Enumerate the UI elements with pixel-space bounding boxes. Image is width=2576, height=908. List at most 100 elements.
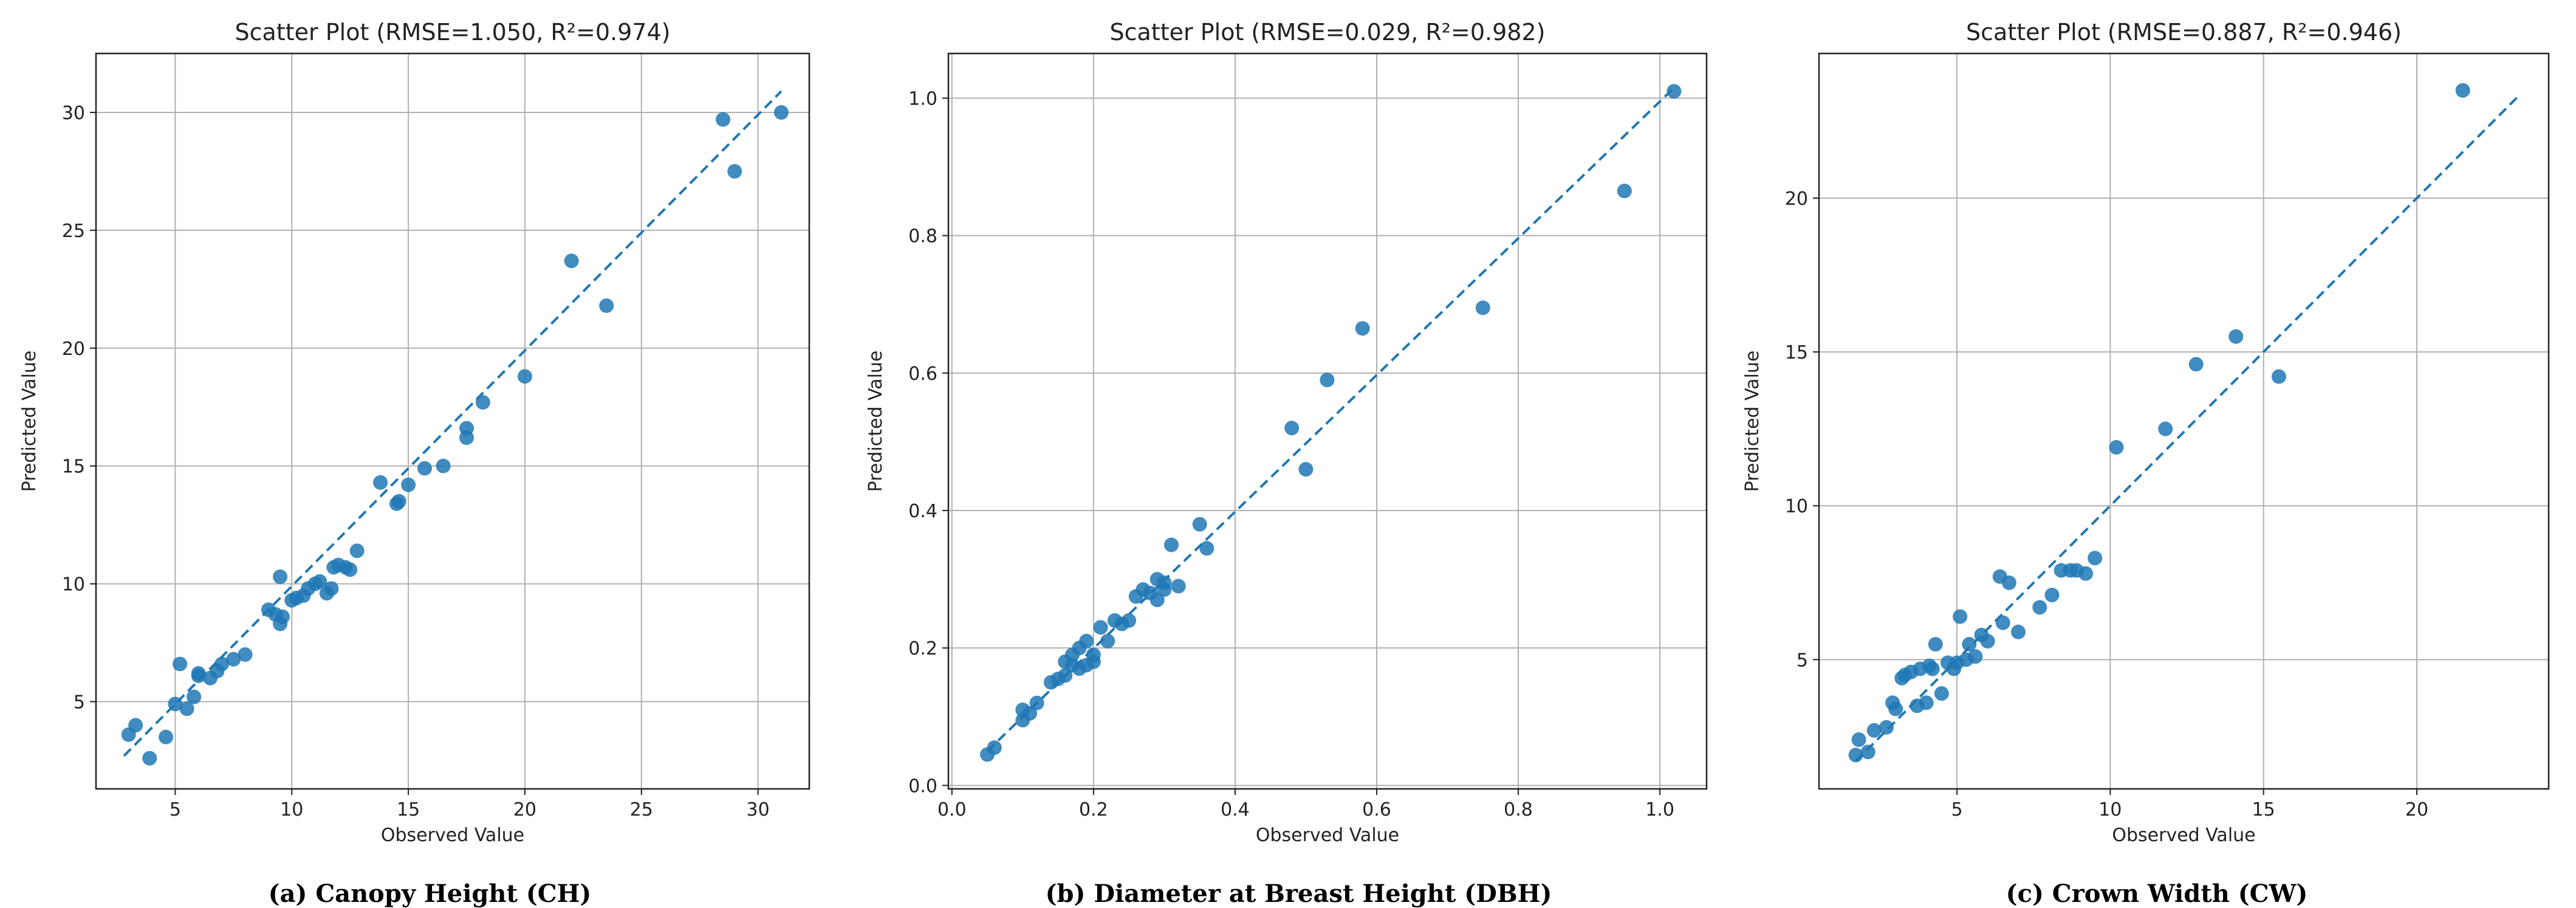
y-tick-label: 15: [1785, 342, 1808, 363]
data-point: [226, 652, 241, 667]
chart-panel-dbh: 0.0 0.2 0.4 0.6 0.8 1.0 0.0 0.2 0.4 0.6 0.8 1.0 Scat…: [860, 0, 1738, 908]
data-point: [1164, 537, 1179, 552]
data-point: [179, 701, 194, 717]
x-tick-label: 1.0: [1645, 799, 1674, 820]
data-point: [1029, 695, 1044, 710]
data-point: [436, 458, 451, 473]
data-point: [391, 494, 406, 509]
x-tick-label: 15: [2252, 799, 2275, 820]
x-tick-label: 0.0: [937, 799, 967, 820]
data-point: [1860, 745, 1875, 760]
data-point: [142, 751, 157, 766]
y-tick-label: 0.0: [908, 776, 937, 797]
data-point: [2271, 369, 2286, 384]
data-point: [2158, 421, 2173, 436]
data-point: [1122, 613, 1137, 628]
y-tick-label: 0.4: [908, 501, 937, 522]
data-point: [1667, 84, 1682, 99]
data-point: [517, 369, 532, 384]
y-tick-label: 5: [74, 692, 85, 714]
data-point: [2001, 575, 2016, 590]
data-point: [373, 475, 388, 490]
data-point: [1320, 373, 1335, 388]
plot-frame: [95, 52, 810, 790]
y-tick-label: 5: [1797, 650, 1808, 671]
data-point: [1171, 579, 1186, 594]
x-tick-label: 5: [1951, 799, 1963, 820]
data-point: [1879, 720, 1894, 735]
data-point: [238, 647, 253, 662]
y-axis-label: Predicted Value: [19, 351, 40, 492]
data-point: [2011, 624, 2026, 639]
data-point: [2088, 551, 2103, 566]
data-point: [1925, 661, 1940, 676]
chart-crown-width: 5 10 15 20 5 10 15 20 Scatter Plot (RMSE=0.887, …: [1742, 19, 2550, 846]
data-point: [1157, 575, 1172, 590]
y-tick-label: 1.0: [908, 89, 937, 110]
chart-title: Scatter Plot (RMSE=1.050, R²=0.974): [235, 19, 671, 46]
x-tick-label: 0.2: [1079, 799, 1108, 820]
y-tick-label: 0.2: [908, 638, 937, 659]
data-point: [1919, 695, 1934, 710]
data-point: [2228, 329, 2244, 344]
data-point: [1199, 541, 1214, 556]
data-point: [2044, 588, 2060, 603]
data-point: [173, 656, 188, 672]
chart-title: Scatter Plot (RMSE=0.887, R²=0.946): [1966, 19, 2402, 46]
data-point: [159, 729, 174, 745]
plot-frame: [947, 52, 1708, 790]
data-point: [716, 112, 731, 127]
data-point: [1192, 517, 1207, 532]
data-point: [349, 543, 365, 559]
data-point: [1848, 748, 1863, 763]
data-point: [1962, 637, 1977, 652]
x-tick-label: 20: [2405, 799, 2428, 820]
data-point: [343, 562, 358, 577]
y-tick-label: 25: [62, 221, 85, 242]
data-point: [1953, 609, 1968, 624]
data-point: [1086, 654, 1101, 669]
data-point: [1355, 321, 1370, 336]
data-point: [1888, 701, 1903, 717]
data-point: [168, 696, 183, 712]
data-point: [275, 609, 290, 624]
chart-panel-canopy-height: 5 10 15 20 25 30 5 10 15 20 25 30 Scatter Plot (RMSE…: [0, 0, 860, 908]
caption-canopy-height: (a) Canopy Height (CH): [268, 879, 592, 908]
x-axis-label: Observed Value: [1256, 825, 1399, 846]
data-point: [1149, 593, 1165, 608]
y-tick-label: 20: [1785, 188, 1808, 210]
x-tick-label: 20: [513, 799, 536, 820]
data-point: [1284, 421, 1300, 436]
data-point: [191, 666, 206, 681]
data-point: [1298, 462, 1314, 477]
data-point: [1475, 300, 1490, 315]
data-point: [564, 253, 579, 269]
fit-line: [123, 90, 783, 757]
chart-dbh: 0.0 0.2 0.4 0.6 0.8 1.0 0.0 0.2 0.4 0.6 0.8 1.0 Scat…: [865, 19, 1708, 846]
data-point: [417, 461, 432, 476]
x-tick-label: 10: [2098, 799, 2122, 820]
data-point: [187, 689, 202, 704]
plot-frame: [1818, 52, 2550, 790]
x-tick-label: 5: [170, 799, 181, 820]
data-point: [2078, 566, 2094, 581]
y-tick-label: 0.6: [908, 363, 937, 385]
data-point: [2455, 83, 2470, 98]
data-point: [1866, 723, 1882, 738]
data-point: [273, 569, 288, 584]
data-point: [324, 581, 339, 596]
x-axis-label: Observed Value: [2112, 825, 2255, 846]
x-tick-label: 10: [280, 799, 303, 820]
x-tick-label: 25: [630, 799, 653, 820]
y-tick-label: 20: [62, 339, 85, 360]
data-point: [1100, 633, 1115, 648]
y-tick-label: 0.8: [908, 226, 937, 247]
data-point: [401, 477, 416, 492]
data-point: [475, 394, 490, 410]
data-point: [1023, 706, 1038, 721]
y-tick-label: 10: [1785, 496, 1808, 517]
data-point: [1058, 668, 1073, 683]
chart-canopy-height: 5 10 15 20 25 30 5 10 15 20 25 30 Scatter Plot (RMSE…: [19, 19, 810, 846]
x-tick-label: 0.6: [1362, 799, 1391, 820]
